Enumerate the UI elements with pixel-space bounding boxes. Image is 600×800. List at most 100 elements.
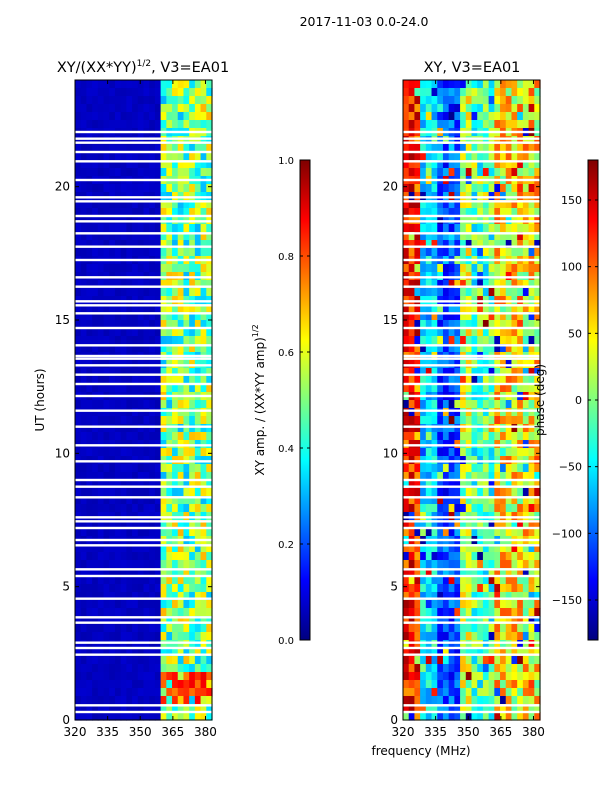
heatmap-cell <box>137 376 145 385</box>
heatmap-cell <box>437 112 444 121</box>
heatmap-cell <box>97 480 105 489</box>
heatmap-cell <box>465 520 473 529</box>
heatmap-cell <box>511 432 518 441</box>
heatmap-cell <box>120 688 127 697</box>
heatmap-cell <box>149 480 156 489</box>
heatmap-cell <box>200 280 207 289</box>
heatmap-cell <box>500 656 507 665</box>
heatmap-cell <box>160 552 167 561</box>
heatmap-cell <box>97 248 105 257</box>
heatmap-cell <box>177 336 185 345</box>
heatmap-cell <box>494 464 501 473</box>
heatmap-cell <box>149 336 156 345</box>
heatmap-cell <box>454 672 461 681</box>
heatmap-cell <box>97 120 105 129</box>
heatmap-cell <box>460 504 467 513</box>
heatmap-cell <box>183 344 190 353</box>
heatmap-cell <box>86 336 93 345</box>
heatmap-cell <box>132 120 139 129</box>
heatmap-cell <box>183 152 190 161</box>
heatmap-cell <box>511 600 518 609</box>
heatmap-cell <box>488 384 495 393</box>
heatmap-cell <box>126 336 133 345</box>
heatmap-cell <box>511 416 518 425</box>
heatmap-cell <box>132 136 139 145</box>
heatmap-cell <box>114 464 122 473</box>
heatmap-cell <box>403 656 410 665</box>
heatmap-cell <box>114 640 122 649</box>
heatmap-cell <box>408 384 416 393</box>
heatmap-cell <box>166 432 173 441</box>
heatmap-cell <box>194 680 202 689</box>
heatmap-cell <box>431 680 438 689</box>
heatmap-cell <box>425 616 433 625</box>
heatmap-cell <box>137 104 145 113</box>
heatmap-cell <box>471 632 478 641</box>
heatmap-cell <box>431 136 438 145</box>
heatmap-cell <box>437 328 444 337</box>
heatmap-cell <box>177 344 185 353</box>
heatmap-cell <box>160 696 167 705</box>
heatmap-cell <box>494 280 501 289</box>
heatmap-cell <box>194 200 202 209</box>
heatmap-cell <box>154 112 162 121</box>
heatmap-cell <box>120 640 127 649</box>
heatmap-cell <box>109 88 116 97</box>
heatmap-cell <box>482 288 490 297</box>
heatmap-cell <box>414 408 421 417</box>
heatmap-cell <box>465 656 473 665</box>
heatmap-cell <box>160 280 167 289</box>
heatmap-cell <box>528 672 535 681</box>
heatmap-cell <box>420 304 427 313</box>
heatmap-cell <box>465 120 473 129</box>
heatmap-cell <box>471 472 478 481</box>
heatmap-cell <box>488 320 495 329</box>
heatmap-cell <box>522 648 530 657</box>
heatmap-cell <box>414 344 421 353</box>
heatmap-cell <box>92 464 99 473</box>
heatmap-cell <box>194 584 202 593</box>
heatmap-cell <box>482 624 490 633</box>
heatmap-cell <box>505 144 513 153</box>
heatmap-cell <box>75 712 82 721</box>
heatmap-cell <box>120 448 127 457</box>
heatmap-cell <box>442 696 450 705</box>
heatmap-cell <box>177 168 185 177</box>
heatmap-cell <box>465 560 473 569</box>
heatmap-cell <box>143 112 150 121</box>
heatmap-cell <box>500 80 507 89</box>
heatmap-cell <box>522 704 530 713</box>
heatmap-cell <box>517 704 524 713</box>
heatmap-cell <box>528 152 535 161</box>
heatmap-cell <box>189 168 196 177</box>
heatmap-cell <box>431 312 438 321</box>
heatmap-cell <box>488 656 495 665</box>
heatmap-cell <box>114 648 122 657</box>
heatmap-cell <box>494 664 501 673</box>
heatmap-cell <box>517 400 524 409</box>
heatmap-cell <box>189 384 196 393</box>
heatmap-cell <box>137 680 145 689</box>
heatmap-cell <box>494 160 501 169</box>
heatmap-cell <box>425 432 433 441</box>
heatmap-cell <box>154 632 162 641</box>
heatmap-cell <box>482 472 490 481</box>
heatmap-cell <box>172 208 179 217</box>
heatmap-cell <box>494 288 501 297</box>
heatmap-cell <box>120 400 127 409</box>
heatmap-cell <box>126 264 133 273</box>
heatmap-cell <box>103 712 110 721</box>
heatmap-cell <box>477 96 484 105</box>
heatmap-cell <box>114 160 122 169</box>
heatmap-cell <box>109 184 116 193</box>
heatmap-cell <box>477 104 484 113</box>
heatmap-cell <box>92 592 99 601</box>
heatmap-cell <box>126 608 133 617</box>
heatmap-cell <box>494 600 501 609</box>
heatmap-cell <box>408 448 416 457</box>
heatmap-cell <box>442 672 450 681</box>
heatmap-cell <box>505 464 513 473</box>
heatmap-cell <box>75 328 82 337</box>
heatmap-cell <box>86 320 93 329</box>
heatmap-cell <box>403 240 410 249</box>
